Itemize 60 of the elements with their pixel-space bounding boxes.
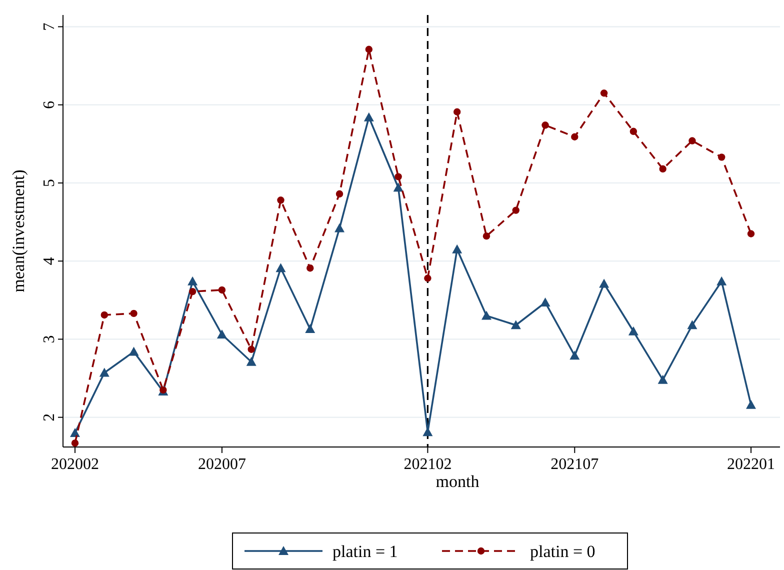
x-axis-title: month — [436, 472, 480, 491]
x-tick-label: 202102 — [404, 456, 452, 473]
point — [747, 230, 755, 238]
point — [630, 128, 638, 135]
point — [277, 196, 284, 204]
x-tick-label: 202002 — [51, 456, 99, 473]
point — [570, 350, 580, 360]
point — [365, 46, 373, 53]
point — [305, 324, 316, 334]
point — [510, 320, 521, 330]
point — [248, 346, 255, 353]
point — [688, 137, 696, 144]
point — [306, 264, 314, 272]
point — [658, 374, 668, 384]
point — [571, 133, 578, 140]
point — [70, 428, 80, 437]
y-tick-label: 7 — [41, 22, 58, 31]
x-tick-label: 202007 — [198, 456, 246, 473]
y-tick-label: 5 — [41, 178, 58, 187]
point — [540, 297, 550, 306]
y-tick-label: 2 — [41, 413, 58, 422]
y-tick-label: 6 — [41, 100, 58, 109]
point — [188, 288, 196, 296]
legend-label: platin = 1 — [332, 542, 398, 561]
point — [453, 108, 461, 116]
legend-label: platin = 0 — [530, 542, 596, 561]
point — [424, 274, 432, 282]
point — [334, 223, 345, 232]
point — [393, 182, 404, 192]
point — [481, 310, 492, 320]
point — [452, 244, 462, 254]
point — [246, 356, 256, 366]
y-tick-label: 3 — [41, 335, 58, 344]
x-tick-label: 202201 — [727, 456, 775, 473]
point — [659, 165, 666, 172]
point — [128, 346, 139, 356]
point — [512, 206, 520, 214]
point — [188, 276, 198, 286]
y-tick-label: 4 — [41, 257, 58, 266]
point — [130, 310, 138, 318]
point — [716, 276, 727, 286]
point — [276, 263, 286, 272]
point — [600, 90, 608, 97]
point — [687, 320, 698, 330]
point — [746, 400, 756, 409]
point — [599, 278, 610, 288]
point — [336, 190, 344, 198]
point — [216, 330, 227, 339]
point — [99, 368, 110, 377]
point — [718, 154, 726, 161]
point — [218, 286, 226, 294]
point — [364, 112, 374, 122]
point — [394, 173, 402, 180]
point — [542, 122, 549, 129]
x-tick-label: 202107 — [550, 456, 599, 473]
point — [628, 326, 638, 336]
point — [100, 311, 108, 319]
point — [71, 439, 79, 447]
point — [482, 232, 490, 240]
y-axis-title: mean(investment) — [9, 170, 28, 292]
